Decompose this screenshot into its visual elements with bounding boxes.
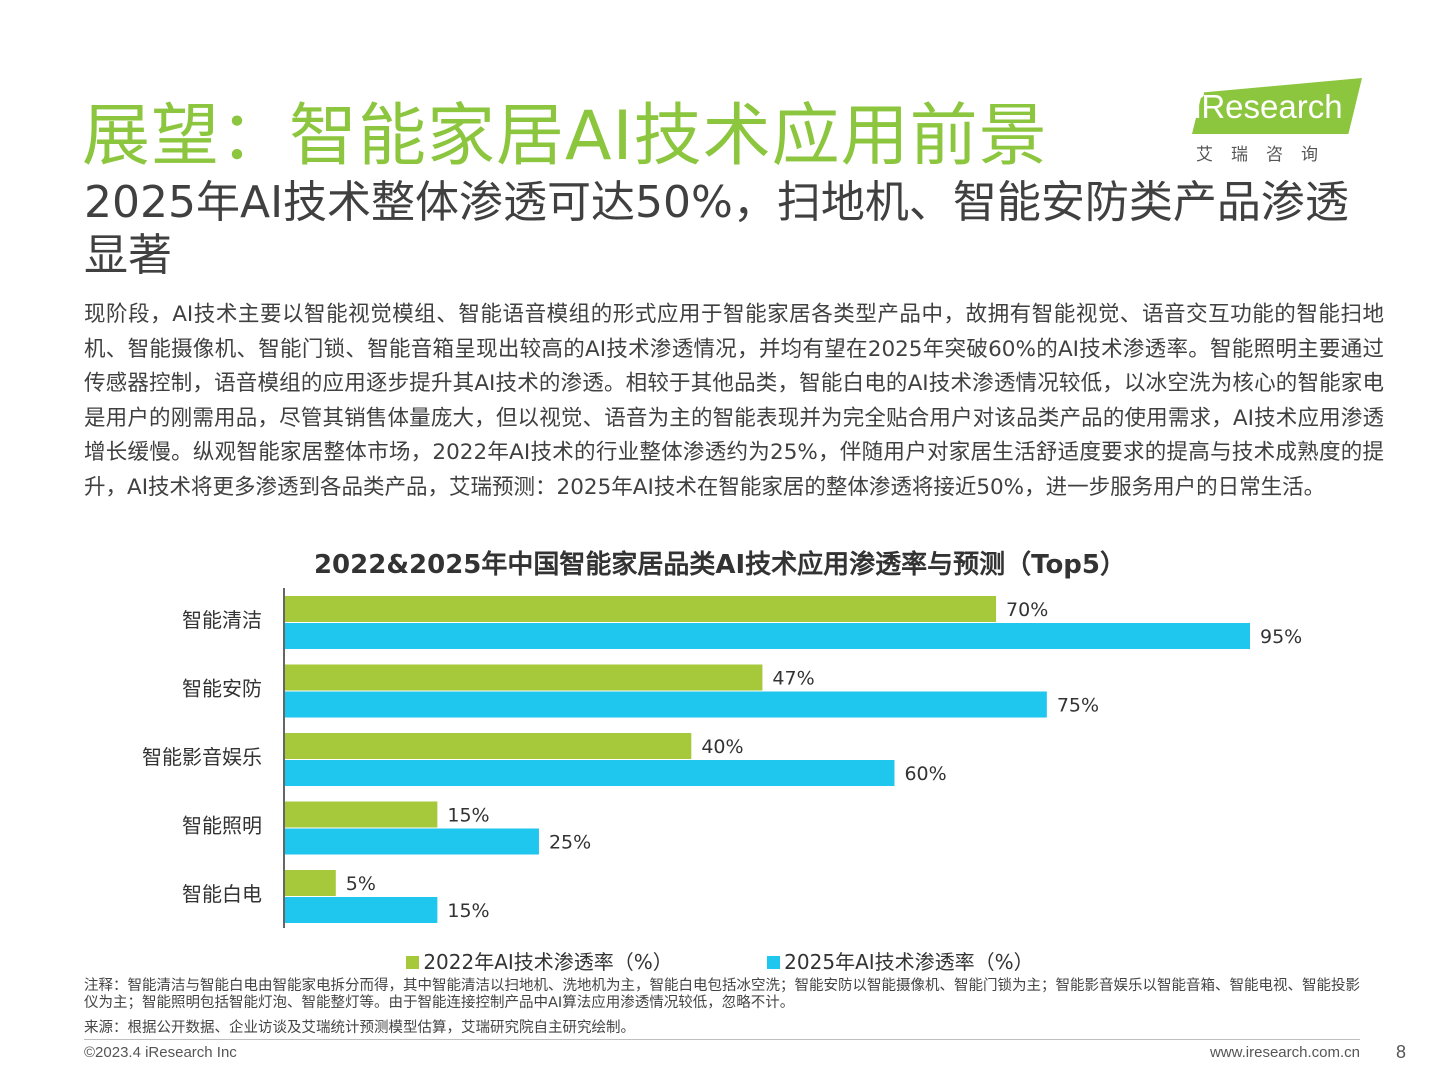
logo-brand: iResearch xyxy=(1194,88,1343,125)
bar-2025 xyxy=(285,760,895,786)
category-label: 智能安防 xyxy=(182,677,262,701)
logo-dot-icon xyxy=(1196,90,1204,98)
data-label: 15% xyxy=(447,900,489,922)
chart-legend: 2022年AI技术渗透率（%） 2025年AI技术渗透率（%） xyxy=(0,946,1440,975)
bar-2022 xyxy=(285,596,997,622)
iresearch-logo: iResearch 艾瑞咨询 xyxy=(1188,78,1368,165)
page-subtitle: 2025年AI技术整体渗透可达50%，扫地机、智能安防类产品渗透显著 xyxy=(84,177,1349,281)
bar-2022 xyxy=(285,664,763,691)
bar-2022 xyxy=(285,801,438,828)
data-label: 70% xyxy=(1006,599,1048,621)
data-label: 47% xyxy=(772,668,814,690)
chart-title: 2022&2025年中国智能家居品类AI技术应用渗透率与预测（Top5） xyxy=(313,550,1127,580)
category-label: 智能清洁 xyxy=(182,608,262,632)
category-label: 智能影音娱乐 xyxy=(142,745,262,769)
body-paragraph: 现阶段，AI技术主要以智能视觉模组、智能语音模组的形式应用于智能家居各类型产品中… xyxy=(84,302,1384,500)
data-label: 40% xyxy=(701,736,743,758)
logo-sub: 艾瑞咨询 xyxy=(1196,145,1336,165)
data-label: 60% xyxy=(904,763,946,785)
data-label: 25% xyxy=(549,832,591,854)
legend-swatch-2025 xyxy=(767,956,781,969)
category-label: 智能白电 xyxy=(182,882,262,906)
page-number: 8 xyxy=(1396,1042,1407,1062)
data-label: 75% xyxy=(1057,695,1099,717)
bar-2025 xyxy=(285,897,438,923)
copyright: ©2023.4 iResearch Inc xyxy=(84,1044,237,1061)
legend-item-2025: 2025年AI技术渗透率（%） xyxy=(767,946,1034,975)
legend-swatch-2022 xyxy=(406,956,420,969)
bar-2022 xyxy=(285,733,692,759)
chart-source: 来源：根据公开数据、企业访谈及艾瑞统计预测模型估算，艾瑞研究院自主研究绘制。 xyxy=(84,1020,635,1036)
footer-divider xyxy=(84,1039,1360,1040)
legend-label-2022: 2022年AI技术渗透率（%） xyxy=(423,950,673,974)
bar-2022 xyxy=(285,870,336,896)
chart-note: 注释：智能清洁与智能白电由智能家电拆分而得，其中智能清洁以扫地机、洗地机为主，智… xyxy=(84,978,1360,1011)
legend-item-2022: 2022年AI技术渗透率（%） xyxy=(406,946,673,975)
bar-2025 xyxy=(285,828,539,855)
legend-label-2025: 2025年AI技术渗透率（%） xyxy=(784,950,1034,974)
page-title: 展望：智能家居AI技术应用前景 xyxy=(82,97,1048,176)
bar-2025 xyxy=(285,623,1250,649)
data-label: 5% xyxy=(346,873,376,895)
category-label: 智能照明 xyxy=(182,814,262,838)
bar-2025 xyxy=(285,691,1047,718)
website-link[interactable]: www.iresearch.com.cn xyxy=(1209,1044,1360,1061)
data-label: 95% xyxy=(1260,626,1302,648)
data-label: 15% xyxy=(447,805,489,827)
